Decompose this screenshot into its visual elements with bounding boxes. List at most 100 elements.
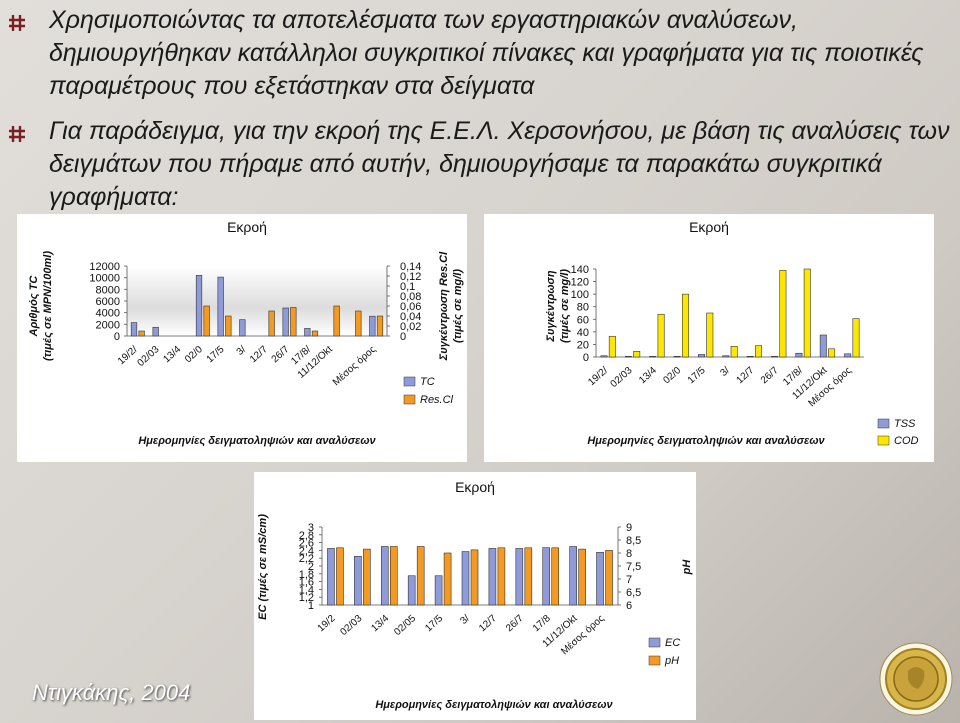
legend-swatch-cod [877, 435, 890, 446]
y2-tick-label: 0,04 [400, 311, 421, 323]
bar-cod [779, 269, 787, 358]
legend-label-ph: pH [664, 655, 679, 667]
y2-tick-label: 0,02 [400, 321, 421, 333]
y2-tick-label: 0,06 [400, 301, 421, 313]
bar-tc [217, 276, 224, 337]
x-tick-label: 12/7 [477, 613, 499, 634]
y-tick-label: 0 [583, 352, 589, 364]
y2-tick-label: 0,1 [400, 281, 415, 293]
bar-cod [706, 312, 714, 358]
bar-cod [755, 345, 762, 358]
bar-ph [363, 548, 371, 606]
bar-tss [649, 356, 657, 358]
y-tick-label: 0 [114, 331, 120, 343]
bar-res-cl [225, 315, 232, 337]
x-tick-label: Μέσος όρος [330, 343, 378, 388]
bar-ec [596, 552, 604, 606]
bar-ph [551, 547, 560, 606]
x-tick-label: 26/7 [270, 344, 292, 365]
x-tick-label: 02/0 [183, 344, 205, 365]
bar-cod [633, 351, 641, 358]
y-tick-label: 80 [577, 302, 589, 314]
bar-res-cl [376, 315, 384, 337]
chart-tc-rescl-svg: Εκροή Αριθμός TC (τιμές σε MPN/100ml) Συ… [28, 219, 464, 447]
hash-bullet-icon [9, 126, 25, 142]
y-tick-label: 1,6 [299, 577, 314, 589]
x-axis-label: Ημερομηνίες δειγματοληψιών και αναλύσεων [138, 435, 376, 447]
legend-swatch-tss [877, 418, 890, 429]
legend-swatch-ph [648, 655, 661, 666]
bar-res-cl [290, 307, 297, 337]
bar-tc [369, 315, 376, 337]
legend-swatch-ec [648, 637, 661, 648]
bar-tc [282, 307, 289, 337]
x-tick-label: 3/ [458, 613, 472, 627]
x-tick-label: 26/7 [759, 365, 781, 386]
x-tick-label: 19/2/ [586, 365, 610, 388]
x-tick-label: 12/7 [248, 344, 270, 365]
bar-tss [600, 355, 608, 358]
legend-label-cod: COD [894, 435, 919, 447]
y-tick-label: 10000 [89, 273, 120, 285]
y2-axis-label: pH [681, 559, 693, 576]
y-axis-label: Συγκέντρωση [545, 270, 557, 342]
bar-res-cl [333, 305, 340, 337]
plot-area [322, 527, 618, 605]
y2-tick-label: 8,5 [626, 535, 641, 547]
bar-ec [434, 575, 443, 606]
bar-tc [130, 322, 138, 337]
x-tick-label: 17/8 [531, 613, 553, 634]
bar-tss [624, 356, 632, 358]
y2-tick-label: 0,12 [400, 271, 421, 283]
bar-ec [542, 547, 551, 606]
author-credit: Ντιγκάκης, 2004 [32, 680, 191, 705]
x-tick-label: 02/03 [609, 365, 635, 390]
x-tick-label: 02/05 [392, 613, 418, 638]
y-axis-label: EC (τιμές σε mS/cm) [257, 514, 269, 620]
bar-ph [497, 547, 506, 606]
chart-title: Εκροή [227, 219, 267, 235]
y2-tick-label: 8 [626, 548, 632, 560]
bar-cod [730, 346, 738, 358]
bar-res-cl [268, 310, 275, 337]
university-seal-icon [879, 642, 953, 716]
chart-tss-cod-svg: Εκροή Συγκέντρωση (τιμές σε mg/l) Ημερομ… [545, 219, 919, 447]
x-tick-label: 02/03 [338, 613, 364, 638]
x-tick-label: 12/7 [735, 365, 757, 386]
x-tick-label: 13/4 [369, 613, 391, 634]
bar-tss [746, 356, 754, 358]
x-axis-label: Ημερομηνίες δειγματοληψιών και αναλύσεων [375, 699, 613, 711]
y-tick-label: 2,6 [299, 538, 314, 550]
bar-ph [470, 549, 479, 606]
bar-res-cl [311, 330, 319, 337]
bar-tc [195, 275, 203, 337]
y-tick-label: 2,8 [299, 530, 314, 542]
y-tick-label: 1 [308, 600, 314, 612]
bar-res-cl [203, 305, 210, 337]
y-tick-label: 2 [308, 561, 314, 573]
chart-title: Εκροή [689, 219, 729, 235]
bar-tss [698, 354, 705, 358]
bar-tss [795, 352, 803, 358]
hash-bullet-icon [9, 15, 25, 31]
bar-tc [152, 326, 159, 337]
y2-tick-label: 6,5 [626, 587, 641, 599]
bar-ec [354, 555, 362, 606]
bar-ph [524, 547, 533, 606]
x-tick-label: 02/0 [661, 365, 683, 386]
x-tick-label: 02/03 [136, 344, 162, 369]
y-tick-label: 8000 [96, 284, 120, 296]
y2-tick-label: 0,08 [400, 291, 421, 303]
y2-tick-label: 9 [626, 522, 632, 534]
bar-tss [771, 356, 779, 358]
bar-ec [380, 546, 389, 606]
y-tick-label: 6000 [96, 296, 120, 308]
y-tick-label: 1,2 [299, 592, 314, 604]
legend-swatch-rescl [403, 394, 416, 405]
x-tick-label: 13/4 [161, 344, 183, 365]
bar-tc [304, 328, 311, 337]
bar-tss [673, 356, 681, 358]
y2-tick-label: 0 [400, 331, 406, 343]
x-tick-label: 17/5 [686, 365, 708, 386]
y-tick-label: 100 [571, 289, 589, 301]
